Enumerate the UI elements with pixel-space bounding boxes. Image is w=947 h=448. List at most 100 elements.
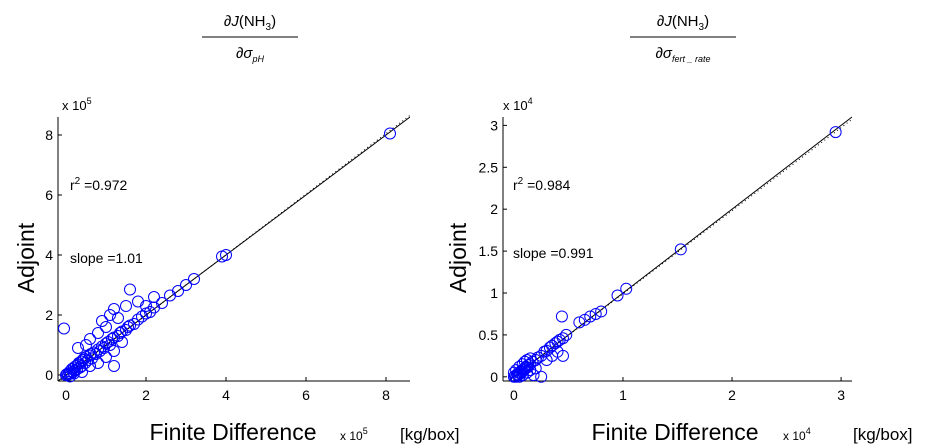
right-one-to-one-line xyxy=(507,116,852,381)
right-y-tick-label: 2.5 xyxy=(479,159,499,175)
left-data-point xyxy=(84,360,96,372)
left-y-tick-label: 8 xyxy=(45,127,53,143)
right-data-point xyxy=(556,349,569,362)
left-data-point xyxy=(140,300,152,312)
left-x-tick-label: 6 xyxy=(302,387,310,403)
left-data-point xyxy=(100,351,112,363)
right-data-point xyxy=(556,332,569,345)
left-data-point xyxy=(156,297,168,309)
left-data-point xyxy=(116,336,128,348)
left-data-point xyxy=(148,291,160,303)
left-data-point xyxy=(92,357,104,369)
left-y-tick-label: 0 xyxy=(45,367,53,383)
left-data-point xyxy=(148,301,160,314)
left-fit-line xyxy=(58,114,410,381)
left-panel: ∂J(NH3) ∂σpH 0 2 4 6 8 0 2 4 6 8 x 105 Adjoint Fi… xyxy=(13,13,460,445)
left-x-tick-label: 8 xyxy=(382,387,390,403)
left-data-point xyxy=(132,313,144,326)
left-units-label: [kg/box] xyxy=(400,425,460,444)
left-data-point xyxy=(120,324,132,336)
left-data-point xyxy=(122,321,134,333)
left-slope-annotation: slope =1.01 xyxy=(70,250,143,266)
left-title-denominator: ∂σpH xyxy=(236,45,264,64)
right-data-point xyxy=(527,369,540,382)
right-data-point xyxy=(555,310,568,323)
right-x-tick-label: 3 xyxy=(837,387,845,403)
left-x-exponent: x 105 xyxy=(340,426,368,443)
right-data-point xyxy=(674,243,687,256)
left-data-point xyxy=(76,354,89,366)
right-units-label: [kg/box] xyxy=(853,425,913,444)
left-data-point xyxy=(114,327,126,339)
left-data-point xyxy=(144,306,156,318)
right-data-point xyxy=(535,370,548,383)
right-x-exponent: x 104 xyxy=(783,426,811,443)
left-data-point xyxy=(68,367,80,380)
right-data-point xyxy=(595,305,608,318)
right-r2-annotation: r2 =0.984 xyxy=(513,176,571,193)
left-data-point xyxy=(108,360,120,372)
left-data-point xyxy=(92,327,104,339)
right-data-point xyxy=(620,282,633,295)
left-data-point xyxy=(112,312,124,324)
left-data-point xyxy=(124,283,136,296)
left-title-numerator: ∂J(NH3) xyxy=(224,13,276,33)
left-data-point xyxy=(104,339,116,351)
right-x-axis-label: Finite Difference xyxy=(591,419,758,445)
right-y-tick-label: 1.5 xyxy=(479,243,499,259)
left-y-tick-label: 2 xyxy=(45,307,53,323)
right-y-tick-label: 0.5 xyxy=(479,327,499,343)
right-plot-area: 0 0.5 1 1.5 2 2.5 3 0 1 2 3 xyxy=(479,116,852,403)
right-data-point xyxy=(829,126,842,139)
right-slope-annotation: slope =0.991 xyxy=(513,245,594,261)
left-data-point xyxy=(88,346,100,359)
left-data-point xyxy=(128,318,140,330)
left-data-point xyxy=(96,315,108,327)
left-data-point xyxy=(86,352,98,365)
right-y-tick-label: 1 xyxy=(490,285,498,301)
left-y-tick-label: 6 xyxy=(45,187,53,203)
left-r2-annotation: r2 =0.972 xyxy=(70,176,128,193)
left-title: ∂J(NH3) ∂σpH xyxy=(202,13,298,64)
right-x-tick-label: 2 xyxy=(728,387,736,403)
left-x-tick-label: 4 xyxy=(222,387,230,403)
right-y-axis-label: Adjoint xyxy=(445,222,471,293)
right-title-denominator: ∂σfert _ rate xyxy=(656,45,711,64)
left-data-point xyxy=(92,343,104,356)
right-y-exponent: x 104 xyxy=(503,96,533,113)
left-data-point xyxy=(96,340,108,353)
left-x-axis-label: Finite Difference xyxy=(149,419,316,445)
left-data-point xyxy=(132,295,144,308)
left-data-point xyxy=(84,333,96,345)
left-data-point xyxy=(180,279,192,291)
left-data-point xyxy=(80,339,92,351)
right-x-tick-label: 0 xyxy=(510,387,518,403)
left-data-point xyxy=(72,342,84,354)
left-x-tick-label: 0 xyxy=(62,387,70,403)
left-data-point xyxy=(100,321,112,333)
left-plot-area: 0 2 4 6 8 0 2 4 6 8 xyxy=(45,114,410,403)
right-data-point xyxy=(611,289,624,302)
left-data-point xyxy=(112,330,124,342)
left-data-point xyxy=(120,300,132,312)
right-y-tick-label: 2 xyxy=(490,201,498,217)
right-title-numerator: ∂J(NH3) xyxy=(657,13,709,33)
left-y-axis-label: Adjoint xyxy=(13,222,39,293)
left-data-point xyxy=(384,127,396,140)
left-data-point xyxy=(76,366,88,378)
left-data-point xyxy=(172,285,184,297)
left-data-point xyxy=(102,336,114,348)
right-title: ∂J(NH3) ∂σfert _ rate xyxy=(630,13,736,64)
right-data-point xyxy=(529,362,542,375)
left-x-tick-label: 2 xyxy=(142,387,150,403)
right-x-tick-label: 1 xyxy=(619,387,627,403)
left-data-point xyxy=(220,249,232,261)
left-data-point xyxy=(108,345,120,357)
right-data-point xyxy=(573,316,586,329)
left-y-tick-label: 4 xyxy=(45,247,53,263)
right-y-tick-label: 3 xyxy=(490,117,498,133)
left-data-point xyxy=(164,289,176,302)
left-y-exponent: x 105 xyxy=(62,96,92,113)
right-data-point xyxy=(589,307,602,320)
